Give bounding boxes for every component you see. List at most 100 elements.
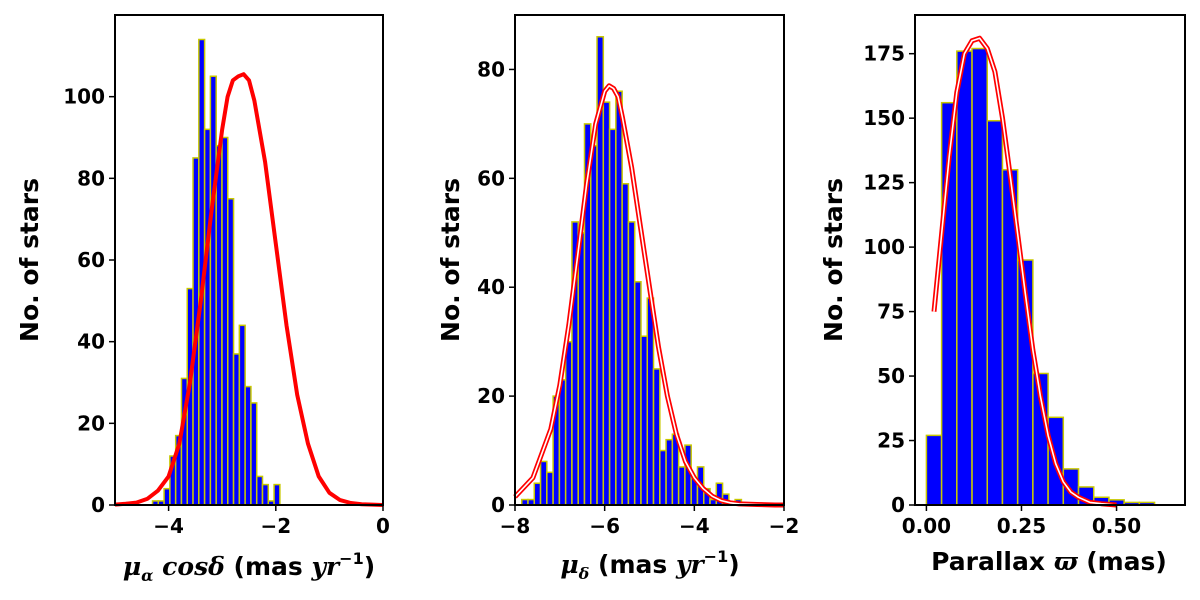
histogram-bar	[564, 340, 573, 506]
histogram-bar	[986, 119, 1004, 506]
y-axis-label: No. of stars	[15, 178, 44, 342]
histogram-bar	[215, 144, 223, 506]
histogram-bar	[221, 136, 229, 506]
y-tick-label: 75	[877, 300, 905, 324]
histogram-bar	[238, 324, 246, 506]
x-label-yr: yr	[310, 552, 341, 581]
histogram-bar	[590, 144, 598, 506]
x-label-close: )	[364, 552, 375, 581]
histogram-bar	[203, 128, 212, 506]
y-tick-label: 175	[863, 42, 905, 66]
histogram-bar	[209, 75, 217, 506]
histogram-bar	[163, 487, 171, 506]
x-label-unit: (mas	[589, 550, 676, 579]
x-tick-label: −8	[500, 514, 531, 538]
x-tick-label: −2	[260, 514, 291, 538]
y-tick-label: 20	[77, 411, 105, 435]
histogram-bar	[615, 90, 623, 506]
x-label-pre: Parallax	[931, 547, 1054, 576]
y-ticks: 0 20 40 60 80 100	[63, 85, 115, 517]
y-tick-label: 60	[77, 248, 105, 272]
y-tick-label: 0	[491, 493, 505, 517]
x-label-exp: −1	[704, 547, 729, 566]
y-ticks: 0 25 50 75 100 125 150 175	[863, 42, 915, 517]
x-label-unit: (mas	[225, 552, 312, 581]
histogram-bar	[244, 385, 252, 506]
x-tick-label: −2	[769, 514, 800, 538]
x-tick-label: 0.25	[997, 514, 1046, 538]
histogram-bar	[627, 221, 636, 506]
x-label-close: )	[728, 550, 739, 579]
x-axis-label: Parallax ϖ (mas)	[931, 547, 1167, 576]
y-tick-label: 20	[477, 384, 505, 408]
x-label-yr: yr	[675, 550, 706, 579]
histogram-bars	[151, 38, 281, 506]
x-tick-label: −4	[153, 514, 184, 538]
histogram-bar	[925, 434, 943, 506]
axes-frame	[914, 14, 1186, 506]
y-tick-label: 125	[863, 171, 905, 195]
histogram-bar	[677, 466, 686, 506]
histogram-bar	[633, 281, 642, 506]
y-axis-label: No. of stars	[819, 178, 848, 342]
gaussian-fit	[114, 72, 384, 507]
y-tick-label: 100	[863, 235, 905, 259]
panel-pm-ra: −4 −2 0 0 20 40 60 80 100 No. of stars μα cosδ …	[15, 14, 390, 585]
histogram-bar	[273, 483, 281, 506]
x-ticks: −4 −2 0	[153, 505, 390, 538]
x-label-mu: μ	[123, 552, 141, 581]
fit-curve-inner	[933, 37, 1117, 506]
x-tick-label: −4	[679, 514, 710, 538]
histogram-bar	[232, 353, 241, 506]
y-tick-label: 40	[77, 330, 105, 354]
x-label-symbol: ϖ	[1054, 547, 1079, 576]
gaussian-fit	[513, 83, 784, 508]
x-label-sub: δ	[578, 564, 590, 583]
y-tick-label: 60	[477, 166, 505, 190]
histogram-bar	[227, 198, 235, 506]
y-tick-label: 0	[91, 493, 105, 517]
histogram-bar	[659, 449, 667, 506]
histogram-bar	[533, 482, 542, 506]
y-tick-label: 150	[863, 106, 905, 130]
x-tick-label: 0.00	[902, 514, 951, 538]
histogram-bar	[652, 368, 661, 506]
y-tick-label: 40	[477, 275, 505, 299]
histogram-bar	[971, 47, 989, 506]
x-tick-label: 0.50	[1092, 514, 1141, 538]
histogram-bars	[520, 36, 743, 506]
y-tick-label: 0	[891, 493, 905, 517]
y-tick-label: 25	[877, 429, 905, 453]
x-axis-label: μδ (mas yr−1)	[560, 547, 739, 583]
y-axis-label: No. of stars	[436, 178, 465, 342]
histogram-bar	[665, 438, 674, 506]
histogram-bar	[602, 101, 611, 506]
histogram-bar	[558, 379, 567, 506]
histogram-bar	[255, 475, 264, 506]
histogram-bar	[250, 402, 258, 506]
axes-frame	[514, 14, 785, 506]
x-label-exp: −1	[339, 549, 364, 568]
x-label-mu: μ	[560, 550, 578, 579]
x-axis-label: μα cosδ (mas yr−1)	[123, 549, 375, 585]
fit-curve	[114, 72, 384, 507]
y-tick-label: 50	[877, 364, 905, 388]
x-ticks: 0.00 0.25 0.50	[902, 505, 1141, 538]
histogram-bar	[261, 483, 270, 506]
histogram-bar	[608, 128, 617, 506]
x-label-sub: α	[141, 566, 153, 585]
histogram-bar	[646, 297, 655, 506]
histogram-bar	[577, 232, 586, 506]
x-ticks: −8 −6 −4 −2	[500, 505, 800, 538]
histogram-bar	[621, 183, 630, 506]
y-ticks: 0 20 40 60 80	[477, 57, 515, 517]
gaussian-fit	[931, 35, 1117, 508]
y-tick-label: 100	[63, 85, 105, 109]
histogram-bar	[640, 335, 649, 506]
y-tick-label: 80	[77, 166, 105, 190]
y-tick-label: 80	[477, 57, 505, 81]
panel-parallax: 0.00 0.25 0.50 0 25 50 75 100 125 150 175 No. of …	[819, 14, 1186, 576]
histogram-bar	[956, 50, 973, 506]
fit-curve-inner	[514, 85, 784, 506]
